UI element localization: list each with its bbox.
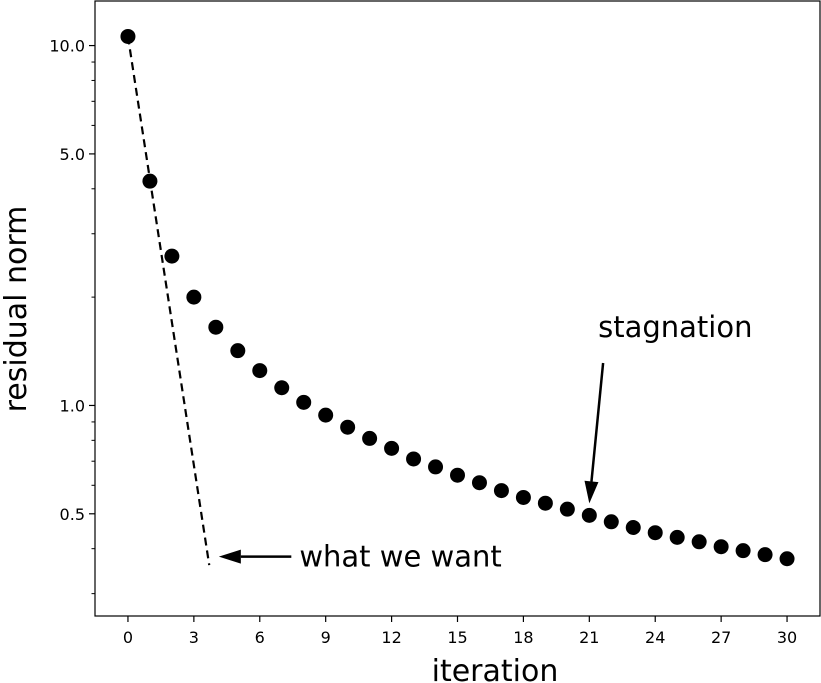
x-tick-label: 24 bbox=[645, 628, 665, 647]
y-tick-label: 5.0 bbox=[60, 145, 85, 164]
annotation-arrow-shaft bbox=[590, 362, 605, 482]
annotation-layer: stagnation what we want bbox=[218, 310, 752, 574]
data-point bbox=[713, 539, 729, 555]
data-point bbox=[208, 319, 224, 335]
data-point bbox=[625, 520, 641, 536]
data-point bbox=[428, 459, 444, 475]
data-point bbox=[362, 430, 378, 446]
data-point bbox=[450, 467, 465, 483]
data-point bbox=[252, 363, 268, 379]
x-tick-label: 21 bbox=[579, 628, 599, 647]
data-point bbox=[186, 289, 202, 305]
series-layer bbox=[120, 28, 795, 567]
data-point bbox=[406, 451, 422, 467]
y-tick-label: 10.0 bbox=[49, 37, 85, 56]
y-tick-label: 0.5 bbox=[60, 505, 85, 524]
data-point bbox=[691, 534, 707, 550]
y-tick-label: 1.0 bbox=[60, 396, 85, 415]
x-tick-label: 27 bbox=[711, 628, 731, 647]
data-point bbox=[581, 507, 597, 523]
data-point bbox=[537, 495, 553, 511]
y-axis: 10.0 5.0 1.0 0.5 bbox=[49, 37, 95, 595]
x-tick-label: 9 bbox=[321, 628, 331, 647]
data-point bbox=[757, 547, 773, 563]
y-axis-label: residual norm bbox=[0, 206, 34, 413]
x-axis: 0 3 6 9 12 15 18 21 24 27 30 bbox=[123, 616, 797, 647]
data-point bbox=[384, 440, 400, 456]
data-point bbox=[230, 343, 246, 359]
annotation-arrow-head bbox=[584, 480, 599, 504]
annotation-text: what we want bbox=[299, 540, 501, 574]
data-point bbox=[603, 514, 619, 530]
data-point bbox=[471, 475, 487, 491]
x-tick-label: 6 bbox=[255, 628, 265, 647]
data-point bbox=[559, 501, 575, 517]
data-point bbox=[340, 419, 356, 435]
x-tick-label: 3 bbox=[189, 628, 199, 647]
x-tick-label: 18 bbox=[513, 628, 533, 647]
data-point bbox=[647, 525, 663, 541]
data-point bbox=[735, 543, 751, 559]
data-point bbox=[296, 394, 312, 410]
annotation-arrow-head bbox=[218, 549, 241, 564]
x-tick-label: 15 bbox=[447, 628, 467, 647]
x-tick-label: 30 bbox=[777, 628, 797, 647]
x-axis-label: iteration bbox=[432, 654, 559, 683]
data-point bbox=[493, 483, 509, 499]
data-point bbox=[164, 248, 180, 264]
x-tick-label: 0 bbox=[123, 628, 133, 647]
annotation-text: stagnation bbox=[598, 310, 752, 344]
data-point bbox=[779, 551, 795, 567]
data-point bbox=[274, 380, 290, 396]
data-point bbox=[318, 407, 334, 423]
data-point bbox=[515, 489, 531, 505]
ideal-convergence-line bbox=[126, 36, 211, 566]
x-tick-label: 12 bbox=[381, 628, 401, 647]
data-point bbox=[669, 529, 685, 545]
